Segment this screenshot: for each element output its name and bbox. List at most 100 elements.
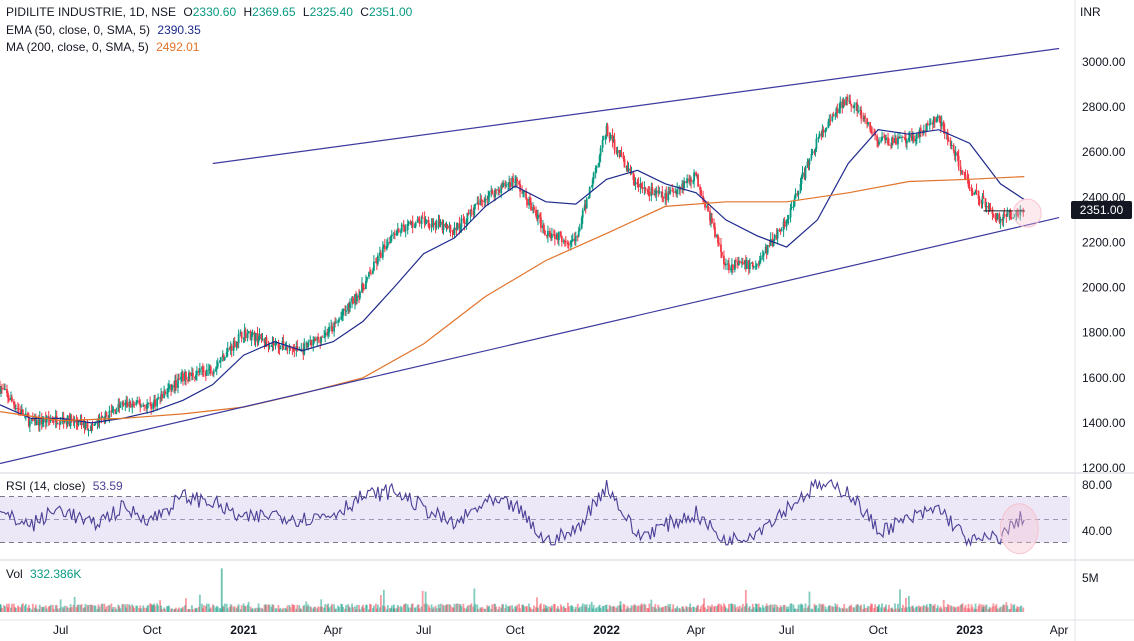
candle-body [940,121,943,127]
candle-body [914,138,917,142]
volume-bar [260,607,263,612]
candle-body [667,191,670,201]
volume-bar [267,604,270,612]
candle-body [258,334,261,340]
volume-bar [326,604,329,612]
volume-bar [836,604,839,612]
volume-bar [370,604,372,612]
candle-body [643,187,646,189]
rsi-highlight-circle [999,503,1039,555]
volume-bar [595,607,598,612]
candle-body [915,133,918,139]
volume-bar [667,604,670,612]
volume-bar [107,605,110,612]
volume-bar [216,606,219,612]
volume-bar [859,606,862,612]
volume-bar [265,605,268,612]
volume-bar [157,605,160,612]
candle-body [414,222,417,227]
candle-body [305,342,308,344]
candle-body [743,260,746,265]
candle-body [233,340,236,348]
volume-bar [298,605,301,612]
candle-body [669,190,672,194]
volume-bar [895,608,897,612]
volume-bar [634,605,637,612]
candle-body [867,122,870,125]
candle-body [888,144,890,146]
volume-bar [300,608,303,612]
candle-body [207,369,210,371]
candle-body [608,136,611,139]
volume-bar [740,607,743,612]
candle-body [129,401,132,408]
rsi-legend[interactable]: RSI (14, close) 53.59 [6,479,123,493]
volume-bar [932,606,935,612]
candle-body [425,219,428,223]
candle-body [752,266,755,268]
candle-body [177,378,179,388]
candle-body [745,260,748,269]
volume-bar [388,608,391,612]
candle-body [696,174,698,176]
candle-body [345,310,347,312]
candle-body [80,420,83,426]
candle-body [580,217,583,229]
volume-bar [432,607,435,612]
candle-body [853,104,856,108]
ema-legend[interactable]: EMA (50, close, 0, SMA, 5) 2390.35 [6,23,201,37]
volume-bar [214,607,217,612]
volume-bar [139,605,142,612]
volume-bar [574,606,577,612]
candle-body [10,397,12,401]
volume-bar [551,605,553,612]
volume-bar [437,604,440,612]
candle-body [218,361,221,363]
candle-body [333,322,336,332]
volume-bar [93,605,96,612]
volume-bar [161,609,163,612]
candle-body [949,141,952,146]
volume-bar [521,604,523,612]
candle-body [253,332,256,341]
candle-body [117,404,120,412]
candle-body [815,138,818,149]
candle-body [61,417,64,422]
volume-bar [138,608,141,612]
candle-body [438,220,441,225]
ma-legend[interactable]: MA (200, close, 0, SMA, 5) 2492.01 [6,40,199,54]
candle-body [222,354,225,360]
candle-body [198,368,201,373]
volume-bar [699,609,701,612]
volume-bar [305,601,308,612]
volume-bar [175,607,177,612]
volume-bar [423,603,426,612]
volume-bar [560,606,563,612]
vol-legend[interactable]: Vol 332.386K [6,567,81,581]
volume-bar [194,608,196,612]
volume-bar [630,605,633,612]
volume-bar [242,603,245,612]
candle-body [136,400,139,403]
candle-body [189,372,191,377]
volume-bar [17,606,20,612]
volume-bar [1016,606,1019,612]
volume-bar [989,608,992,612]
candle-body [772,240,775,246]
volume-bar [337,605,340,612]
volume-bar [376,604,379,612]
time-axis-tick: Oct [143,623,162,637]
candle-body [556,233,559,241]
candle-body [424,222,427,224]
volume-bar [16,605,19,612]
volume-bar [970,604,973,612]
candle-body [180,376,182,380]
candle-body [153,399,156,404]
candle-body [16,408,19,410]
candle-body [229,345,232,350]
volume-bar [268,604,271,612]
candle-body [793,198,796,207]
candle-body [307,342,310,347]
volume-bar [537,607,539,612]
